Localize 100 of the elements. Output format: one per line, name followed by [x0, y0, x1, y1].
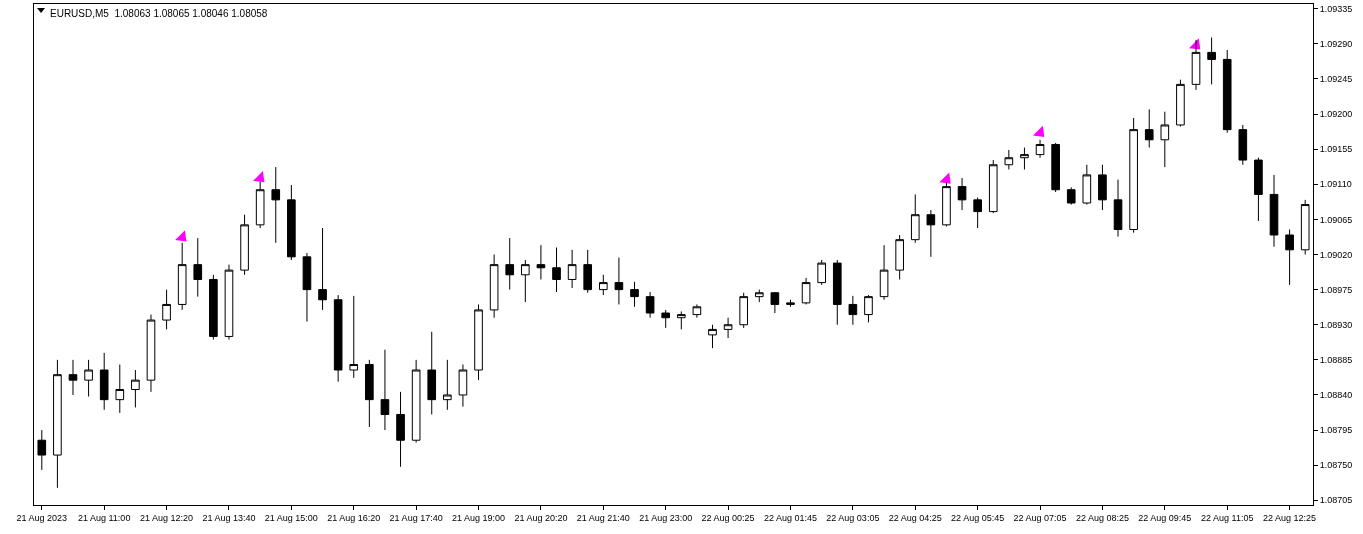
y-tick-label: 1.08705 — [1319, 495, 1353, 506]
y-tick-label: 1.08885 — [1319, 355, 1353, 365]
candlestick — [1098, 164, 1107, 211]
x-tick-label: 21 Aug 19:00 — [452, 512, 506, 523]
x-tick-label: 22 Aug 00:25 — [701, 512, 755, 523]
y-tick-label: 1.09065 — [1319, 214, 1353, 225]
candlestick — [177, 242, 187, 311]
candlestick — [817, 259, 826, 286]
candlestick — [271, 166, 281, 244]
x-tick-label: 21 Aug 2023 — [16, 512, 68, 523]
candlestick — [832, 259, 842, 326]
x-tick-label: 21 Aug 13:40 — [202, 512, 256, 523]
candlestick — [131, 369, 140, 408]
candlestick — [37, 429, 47, 471]
candlestick — [1113, 179, 1123, 238]
candlestick — [302, 252, 312, 323]
y-tick-label: 1.08840 — [1319, 390, 1353, 401]
candlestick — [895, 234, 904, 280]
y-tick-label: 1.09245 — [1319, 74, 1353, 85]
point — [939, 172, 951, 184]
x-tick-label: 22 Aug 03:05 — [826, 512, 880, 523]
candlestick — [333, 294, 343, 383]
y-tick-label: 1.08975 — [1319, 284, 1353, 295]
x-tick-label: 22 Aug 09:45 — [1138, 512, 1192, 523]
candlestick — [598, 274, 608, 296]
candlestick — [287, 184, 296, 261]
candlestick — [349, 295, 359, 379]
candlestick — [973, 197, 982, 229]
x-tick-label: 22 Aug 11:05 — [1201, 512, 1254, 523]
point — [175, 230, 187, 242]
candlestick — [723, 317, 733, 339]
candlestick — [99, 352, 109, 411]
candlestick — [1238, 124, 1248, 166]
candlestick — [630, 281, 639, 308]
x-tick-label: 22 Aug 04:25 — [888, 512, 942, 523]
chart-title: EURUSD,M5 1.08063 1.08065 1.08046 1.08058 — [50, 8, 268, 19]
candlestick — [661, 309, 671, 329]
candlestick — [770, 291, 780, 314]
y-tick-label: 1.09335 — [1319, 3, 1353, 14]
candlestick — [1020, 147, 1029, 170]
candlestick — [583, 249, 593, 294]
candlestick — [754, 289, 764, 303]
candlestick — [240, 214, 249, 276]
x-tick-label: 21 Aug 17:40 — [389, 512, 443, 523]
candlestick — [988, 159, 998, 214]
candlestick — [162, 289, 171, 330]
candlestick — [115, 364, 125, 414]
candlestick — [739, 292, 749, 329]
candlestick — [536, 244, 546, 280]
candlestick — [1082, 164, 1092, 206]
candlestick — [68, 359, 78, 396]
candlestick — [224, 264, 234, 341]
candlestick — [521, 259, 530, 303]
candlestick — [692, 303, 702, 319]
x-tick-label: 21 Aug 20:20 — [514, 512, 568, 523]
candlestick — [552, 246, 561, 293]
candlestick — [1254, 157, 1263, 222]
candlestick — [1144, 108, 1154, 149]
candlestick — [864, 294, 873, 323]
candlestick — [786, 299, 795, 308]
x-tick-label: 21 Aug 23:00 — [639, 512, 693, 523]
x-tick-label: 22 Aug 08:25 — [1075, 512, 1129, 523]
candlestick — [645, 291, 655, 319]
x-tick-label: 22 Aug 01:45 — [763, 512, 818, 523]
y-tick-label: 1.08795 — [1319, 425, 1353, 436]
candlestick — [1176, 79, 1185, 128]
candlestick — [1160, 111, 1170, 168]
y-tick-label: 1.09200 — [1319, 109, 1353, 120]
y-tick-label: 1.09155 — [1319, 144, 1353, 155]
candlestick — [1004, 149, 1014, 170]
candlestick — [926, 209, 936, 258]
candlestick — [84, 359, 93, 398]
candlestick — [474, 303, 483, 381]
candlestick — [848, 295, 858, 326]
candlestick — [489, 254, 499, 319]
candlestick — [53, 359, 62, 489]
candlestick — [380, 349, 390, 431]
candlestick — [957, 177, 967, 211]
candlestick — [614, 257, 624, 305]
candlestick — [1066, 186, 1076, 206]
candlestick — [396, 391, 405, 468]
x-tick-label: 21 Aug 12:20 — [140, 512, 194, 523]
candlestick — [567, 249, 577, 289]
candlestick — [505, 237, 515, 291]
x-tick-label: 22 Aug 07:05 — [1013, 512, 1067, 523]
candlestick — [910, 193, 920, 244]
candlestick — [209, 274, 218, 341]
candlestick — [1222, 49, 1232, 134]
y-tick-label: 1.09290 — [1319, 38, 1353, 49]
candlestick — [411, 359, 421, 444]
candlestick — [443, 359, 452, 411]
candlestick — [318, 227, 327, 311]
y-tick-label: 1.08930 — [1319, 319, 1353, 330]
candlestick — [1051, 142, 1060, 193]
x-tick-label: 22 Aug 05:45 — [951, 512, 1005, 523]
candlestick — [801, 277, 811, 305]
candlestick — [879, 244, 889, 301]
y-tick-label: 1.09020 — [1319, 249, 1353, 260]
candlestick — [146, 314, 156, 393]
x-tick-label: 21 Aug 11:00 — [77, 512, 131, 523]
